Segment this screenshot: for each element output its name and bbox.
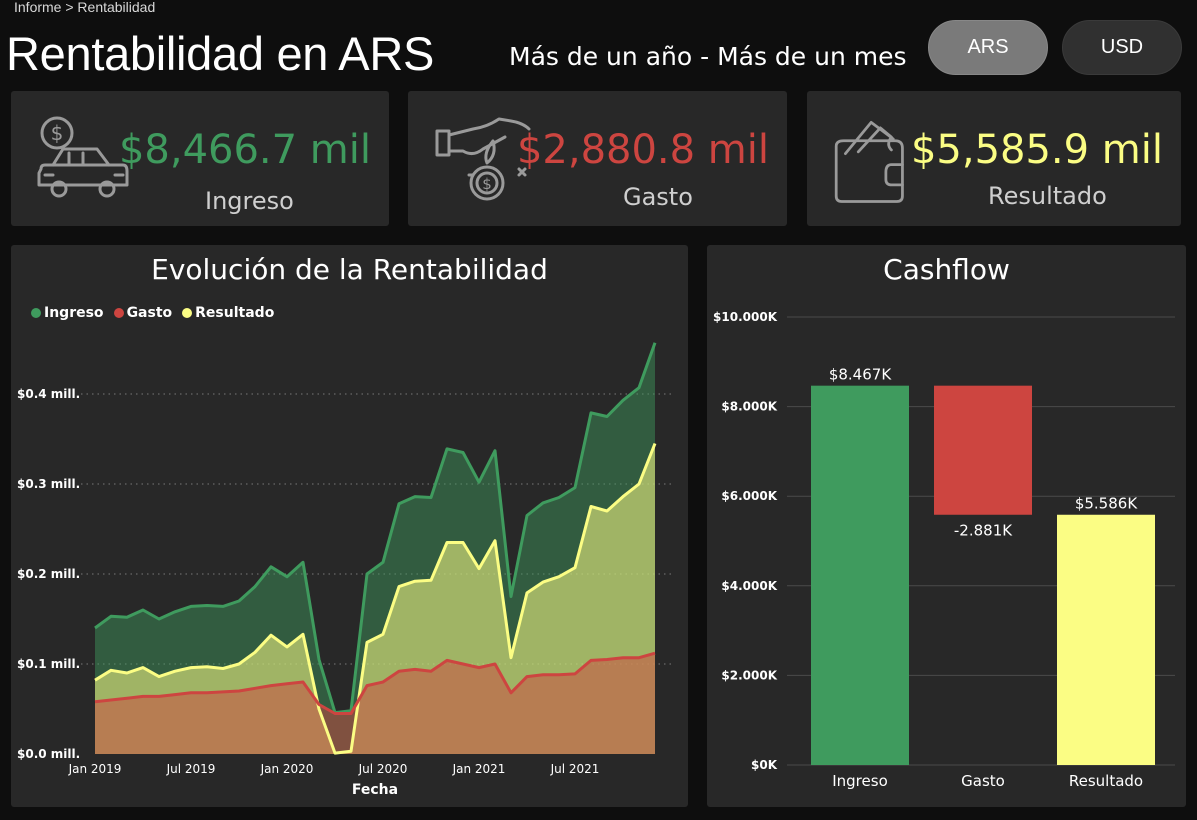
legend-item-gasto[interactable]: Gasto (113, 305, 173, 321)
legend-dot-gasto (113, 308, 124, 318)
y-tick-label: $6.000K (721, 489, 777, 503)
kpi-card-resultado: $5,585.9 mil Resultado (807, 91, 1181, 226)
category-label-resultado: Resultado (1069, 772, 1143, 790)
x-tick-label: Jan 2021 (452, 762, 506, 776)
ars-currency-button[interactable]: ARS (928, 20, 1048, 75)
resultado-value: $5,585.9 mil (910, 127, 1163, 173)
gasto-label: Gasto (623, 183, 693, 211)
y-tick-label: $0.0 mill. (17, 747, 80, 761)
ingreso-value: $8,466.7 mil (118, 127, 371, 173)
bar-gasto[interactable] (934, 385, 1032, 515)
data-label-resultado: $5.586K (1075, 495, 1138, 513)
evolution-x-axis-title: Fecha (352, 782, 398, 798)
svg-text:$: $ (482, 175, 492, 193)
x-tick-label: Jul 2021 (550, 762, 600, 776)
legend-dot-ingreso (31, 308, 41, 318)
breadcrumb[interactable]: Informe > Rentabilidad (14, 0, 156, 15)
ingreso-label: Ingreso (205, 187, 294, 215)
x-tick-label: Jul 2019 (166, 762, 216, 776)
evolution-chart-title: Evolución de la Rentabilidad (151, 253, 548, 286)
evolution-chart-panel: Evolución de la Rentabilidad Ingreso Gas… (11, 245, 688, 807)
kpi-card-gasto: $ $2,880.8 mil Gasto (408, 91, 787, 226)
y-tick-label: $4.000K (721, 579, 777, 593)
evolution-area-chart[interactable]: $0.0 mill. $0.1 mill. $0.2 mill. $0.3 mill.… (11, 245, 688, 807)
y-tick-label: $0.3 mill. (17, 477, 80, 491)
line-resultado[interactable] (94, 442, 657, 755)
car-money-icon: $ (37, 116, 129, 198)
page-title: Rentabilidad en ARS (6, 27, 435, 80)
x-tick-label: Jan 2020 (260, 762, 314, 776)
data-label-ingreso: $8.467K (829, 366, 892, 384)
area-gasto (95, 653, 655, 754)
bar-resultado[interactable] (1057, 514, 1155, 765)
legend-item-ingreso[interactable]: Ingreso (31, 305, 104, 321)
x-tick-label: Jan 2019 (68, 762, 122, 776)
data-label-gasto: -2.881K (954, 522, 1013, 540)
evolution-legend: Ingreso Gasto Resultado (31, 305, 274, 321)
y-tick-label: $10.000K (713, 310, 778, 324)
cashflow-chart-panel: Cashflow $0K $2.000K $4.000K $6.000K $8.000K… (707, 245, 1186, 807)
cashflow-chart-title: Cashflow (883, 253, 1010, 286)
bar-ingreso[interactable] (811, 385, 909, 765)
y-tick-label: $0.4 mill. (17, 387, 80, 401)
legend-item-resultado[interactable]: Resultado (182, 305, 274, 321)
category-label-ingreso: Ingreso (832, 772, 888, 790)
y-tick-label: $0K (751, 758, 778, 772)
svg-text:$: $ (51, 121, 64, 145)
line-ingreso[interactable] (94, 342, 657, 715)
resultado-label: Resultado (988, 182, 1107, 210)
legend-label-ingreso: Ingreso (44, 305, 104, 321)
y-tick-label: $0.1 mill. (17, 657, 80, 671)
area-resultado (95, 443, 655, 754)
wallet-icon (834, 120, 904, 203)
y-tick-label: $0.2 mill. (17, 567, 80, 581)
legend-label-gasto: Gasto (126, 305, 173, 321)
x-tick-label: Jul 2020 (358, 762, 408, 776)
gasto-value: $2,880.8 mil (516, 127, 769, 173)
cashflow-waterfall-chart[interactable]: $0K$2.000K$4.000K$6.000K$8.000K$10.000K … (707, 245, 1186, 807)
legend-label-resultado: Resultado (195, 305, 275, 321)
y-tick-label: $2.000K (721, 668, 777, 682)
legend-dot-resultado (182, 308, 193, 318)
category-label-gasto: Gasto (961, 772, 1005, 790)
usd-currency-button[interactable]: USD (1062, 20, 1182, 75)
line-gasto[interactable] (94, 651, 656, 715)
date-range-subtitle: Más de un año - Más de un mes (509, 42, 907, 71)
kpi-card-ingreso: $ $8,466.7 mil Ingreso (11, 91, 389, 226)
hand-coin-icon: $ (435, 117, 531, 201)
y-tick-label: $8.000K (721, 400, 777, 414)
